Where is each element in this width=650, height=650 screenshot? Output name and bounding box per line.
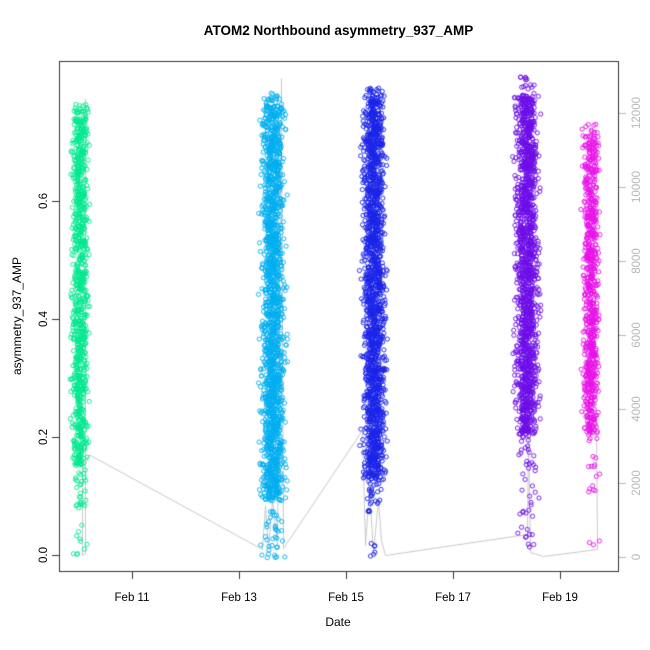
y-tick-label-left: 0.6 bbox=[38, 193, 50, 209]
y-tick-label-left: 0.4 bbox=[38, 311, 50, 327]
x-tick-label: Feb 19 bbox=[542, 592, 578, 604]
y-tick-label-left: 0.2 bbox=[38, 429, 50, 445]
y-tick-label-right: 0 bbox=[631, 553, 643, 561]
y-tick-label-right: 2000 bbox=[631, 470, 643, 496]
y-tick-label-right: 4000 bbox=[631, 396, 643, 422]
y-tick-label-right: 8000 bbox=[631, 248, 643, 274]
x-tick-label: Feb 15 bbox=[328, 592, 364, 604]
x-tick-label: Feb 17 bbox=[435, 592, 471, 604]
y-tick-label-right: 10000 bbox=[631, 171, 643, 203]
y-tick-label-left: 0.0 bbox=[38, 547, 50, 563]
x-tick-label: Feb 13 bbox=[221, 592, 257, 604]
y-tick-label-right: 6000 bbox=[631, 322, 643, 348]
x-axis-label: Date bbox=[325, 615, 351, 629]
y-axis-label: asymmetry_937_AMP bbox=[10, 256, 24, 376]
y-tick-label-right: 12000 bbox=[631, 97, 643, 129]
plot-title: ATOM2 Northbound asymmetry_937_AMP bbox=[203, 23, 474, 38]
x-tick-label: Feb 11 bbox=[114, 592, 150, 604]
